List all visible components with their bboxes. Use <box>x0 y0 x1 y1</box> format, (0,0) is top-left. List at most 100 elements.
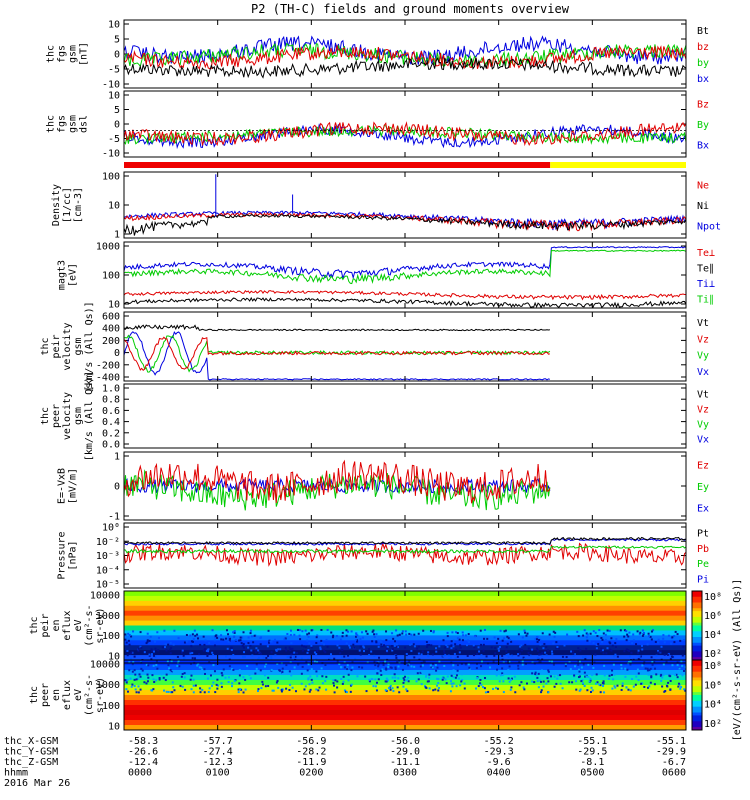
spectrogram-speckle <box>572 652 575 655</box>
colorbar-step <box>692 706 702 711</box>
spectrogram-speckle <box>373 635 376 638</box>
spectrogram-speckle <box>358 649 361 652</box>
spectrogram-speckle <box>231 668 234 671</box>
spectrogram-speckle <box>657 650 660 653</box>
spectrogram-speckle <box>539 679 542 682</box>
spectrogram-band <box>124 680 686 686</box>
spectrogram-speckle <box>577 663 580 666</box>
spectrogram-speckle <box>379 669 382 672</box>
spectrogram-speckle <box>416 672 419 675</box>
spectrogram-speckle <box>347 654 350 657</box>
spectrogram-speckle <box>348 646 351 649</box>
spectrogram-speckle <box>376 672 379 675</box>
spectrogram-speckle <box>428 643 431 646</box>
spectrogram-speckle <box>191 633 194 636</box>
spectrogram-speckle <box>588 680 591 683</box>
spectrogram-speckle <box>276 662 279 665</box>
spectrogram-speckle <box>407 663 410 666</box>
spectrogram-speckle <box>417 678 420 681</box>
spectrogram-speckle <box>638 655 641 658</box>
spectrogram-speckle <box>603 691 606 694</box>
ylabel-fgs-3: [nT] <box>79 42 90 66</box>
spectrogram-speckle <box>581 679 584 682</box>
spectrogram-speckle <box>504 629 507 632</box>
spectrogram-speckle <box>374 669 377 672</box>
spectrogram-speckle <box>307 649 310 652</box>
spectrogram-speckle <box>281 671 284 674</box>
spectrogram-speckle <box>519 645 522 648</box>
ylabel-peer-spectrogram-5: (cm²-s- <box>84 674 95 716</box>
spectrogram-speckle <box>309 675 312 678</box>
spectrogram-speckle <box>536 680 539 683</box>
spectrogram-speckle <box>413 665 416 668</box>
ytick-peir-velocity-2: 200 <box>102 336 120 347</box>
spectrogram-speckle <box>635 643 638 646</box>
spectrogram-speckle <box>343 689 346 692</box>
trace-by <box>124 42 686 68</box>
spectrogram-speckle <box>300 657 303 660</box>
spectrogram-speckle <box>272 689 275 692</box>
spectrogram-speckle <box>387 663 390 666</box>
spectrogram-speckle <box>437 687 440 690</box>
spectrogram-speckle <box>325 675 328 678</box>
spectrogram-speckle <box>321 682 324 685</box>
spectrogram-speckle <box>441 678 444 681</box>
colorbar-step <box>692 660 702 664</box>
spectrogram-speckle <box>595 673 598 676</box>
spectrogram-speckle <box>238 669 241 672</box>
spectrogram-speckle <box>634 672 637 675</box>
spectrogram-speckle <box>146 639 149 642</box>
spectrogram-speckle <box>378 656 381 659</box>
spectrogram-speckle <box>497 647 500 650</box>
spectrogram-speckle <box>363 646 366 649</box>
spectrogram-speckle <box>606 629 609 632</box>
spectrogram-speckle <box>524 631 527 634</box>
spectrogram-speckle <box>572 654 575 657</box>
spectrogram-speckle <box>531 680 534 683</box>
spectrogram-speckle <box>396 634 399 637</box>
spectrogram-speckle <box>425 641 428 644</box>
spectrogram-speckle <box>191 657 194 660</box>
ytick-pressure-1: 10⁻² <box>96 537 120 548</box>
spectrogram-speckle <box>296 628 299 631</box>
spectrogram-speckle <box>660 645 663 648</box>
spectrogram-speckle <box>580 680 583 683</box>
spectrogram-speckle <box>320 639 323 642</box>
spectrogram-speckle <box>421 650 424 653</box>
spectrogram-speckle <box>352 643 355 646</box>
spectrogram-speckle <box>517 654 520 657</box>
spectrogram-speckle <box>677 682 680 685</box>
spectrogram-speckle <box>161 646 164 649</box>
spectrogram-speckle <box>244 688 247 691</box>
spectrogram-speckle <box>563 644 566 647</box>
ylabel-peir-velocity-1: peir <box>51 334 62 358</box>
spectrogram-speckle <box>539 660 542 663</box>
spectrogram-speckle <box>290 642 293 645</box>
spectrogram-speckle <box>493 636 496 639</box>
spectrogram-speckle <box>407 664 410 667</box>
spectrogram-speckle <box>364 675 367 678</box>
spectrogram-speckle <box>682 645 685 648</box>
spectrogram-speckle <box>591 689 594 692</box>
panel-frame-density <box>123 171 687 239</box>
spectrogram-speckle <box>464 634 467 637</box>
spectrogram-speckle <box>249 632 252 635</box>
spectrogram-speckle <box>207 650 210 653</box>
spectrogram-speckle <box>475 687 478 690</box>
spectrogram-speckle <box>669 657 672 660</box>
spectrogram-speckle <box>467 663 470 666</box>
spectrogram-speckle <box>173 629 176 632</box>
spectrogram-speckle <box>595 643 598 646</box>
trace-Vt <box>124 324 550 332</box>
spectrogram-speckle <box>502 680 505 683</box>
ylabel-peer-spectrogram-1: peer <box>40 683 51 707</box>
spectrogram-speckle <box>460 680 463 683</box>
spectrogram-speckle <box>613 655 616 658</box>
ytick-temperature-1: 100 <box>102 271 120 282</box>
spectrogram-speckle <box>190 640 193 643</box>
spectrogram-speckle <box>590 686 593 689</box>
spectrogram-band <box>124 675 686 681</box>
spectrogram-speckle <box>547 680 550 683</box>
colorbar-step <box>692 599 702 603</box>
